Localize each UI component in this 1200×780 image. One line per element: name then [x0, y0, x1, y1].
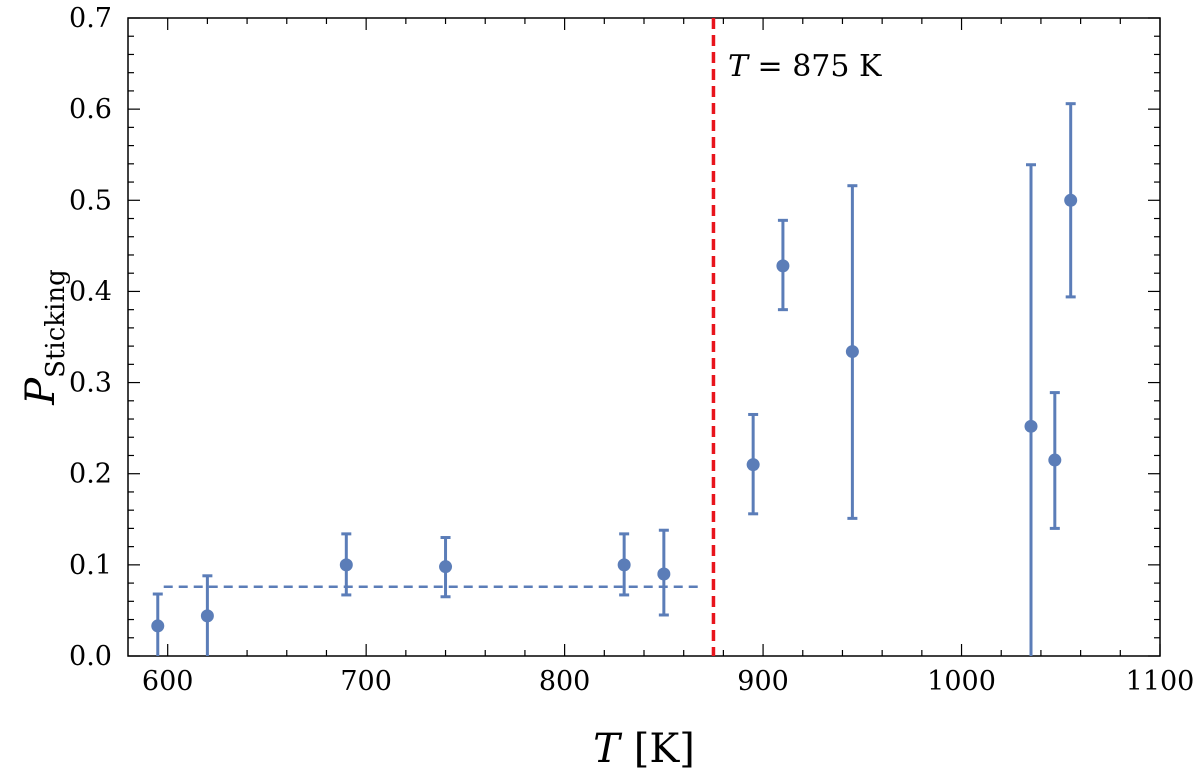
data-point	[1048, 453, 1062, 467]
data-point	[1064, 193, 1078, 207]
x-tick-label: 600	[142, 666, 194, 697]
y-axis-var: P	[18, 377, 64, 406]
y-tick-label: 0.4	[69, 276, 112, 307]
threshold-label-value: = 875 K	[748, 49, 882, 84]
y-tick-label: 0.5	[69, 185, 112, 216]
data-point	[439, 560, 453, 574]
data-point	[151, 619, 165, 633]
data-points	[151, 102, 1078, 656]
data-point	[657, 567, 671, 581]
y-tick-label: 0.0	[69, 641, 112, 672]
x-tick-label: 700	[340, 666, 392, 697]
data-point	[617, 558, 631, 572]
x-axis-title: T [K]	[593, 726, 695, 772]
y-tick-labels: 0.0 0.1 0.2 0.3 0.4 0.5 0.6 0.7	[69, 3, 112, 672]
threshold-label-var: T	[728, 49, 750, 84]
x-tick-label: 800	[539, 666, 591, 697]
x-axis-var: T	[593, 726, 623, 772]
data-point	[746, 458, 760, 472]
x-tick-label: 1000	[927, 666, 996, 697]
x-tick-label: 900	[737, 666, 789, 697]
y-tick-label: 0.1	[69, 550, 112, 581]
y-tick-label: 0.7	[69, 3, 112, 34]
x-axis-unit: [K]	[634, 726, 695, 772]
y-tick-label: 0.3	[69, 368, 112, 399]
threshold-label: T = 875 K	[728, 49, 882, 84]
y-axis-title: PSticking	[18, 269, 71, 406]
y-tick-label: 0.6	[69, 94, 112, 125]
data-point	[776, 259, 790, 273]
y-axis-sub: Sticking	[41, 269, 71, 378]
data-point	[1024, 419, 1038, 433]
plot-frame	[127, 17, 1161, 657]
x-tick-labels: 600 700 800 900 1000 1100	[142, 666, 1194, 697]
data-point	[845, 345, 859, 359]
data-point	[200, 609, 214, 623]
data-point	[339, 558, 353, 572]
x-tick-label: 1100	[1126, 666, 1195, 697]
y-tick-label: 0.2	[69, 459, 112, 490]
axis-ticks	[128, 17, 1161, 657]
